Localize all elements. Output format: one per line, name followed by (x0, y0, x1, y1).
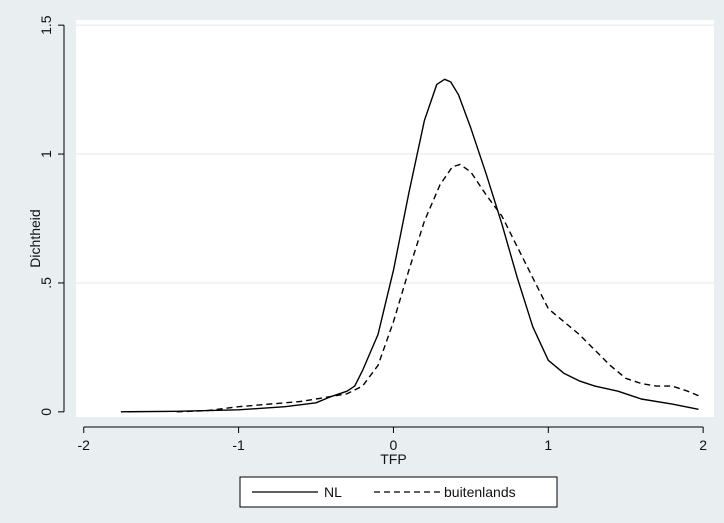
gridlines (76, 24, 714, 284)
x-tick-label-2: 0 (390, 437, 398, 453)
plot-area (76, 20, 714, 417)
x-tick-label-1: -1 (232, 437, 245, 453)
legend-label-buitenlands: buitenlands (444, 484, 516, 500)
y-tick-label-3: 1.5 (38, 15, 54, 35)
series-line-buitenlands (176, 163, 701, 413)
x-tick-label-3: 1 (544, 437, 552, 453)
series-lines (120, 78, 701, 413)
x-axis-title: TFP (380, 451, 406, 467)
y-tick-label-0: 0 (38, 408, 54, 416)
legend: NL buitenlands (239, 476, 558, 508)
y-tick-label-2: 1 (38, 150, 54, 158)
x-tick-label-4: 2 (699, 437, 707, 453)
y-tick-label-1: .5 (38, 277, 54, 289)
y-axis-title: Dichtheid (27, 209, 43, 267)
legend-label-nl: NL (324, 484, 342, 500)
x-tick-label-0: -2 (78, 437, 91, 453)
axes: 0 .5 1 1.5 -2 -1 0 1 2 (38, 15, 707, 453)
